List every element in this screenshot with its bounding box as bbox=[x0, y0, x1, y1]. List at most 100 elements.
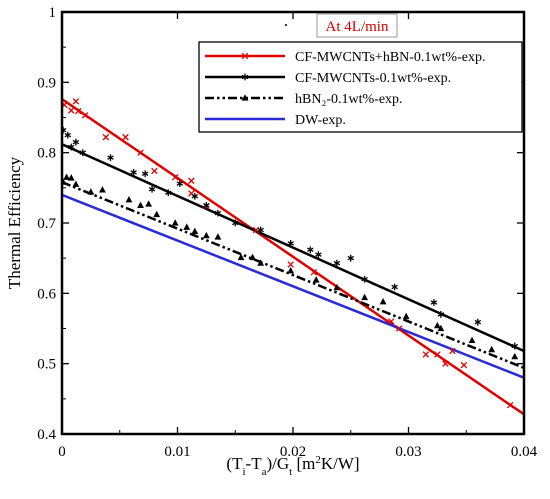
series-1-point bbox=[67, 107, 75, 114]
x-tick-label: 0.02 bbox=[280, 444, 306, 460]
series-2-point bbox=[287, 239, 294, 247]
legend-marker-3 bbox=[241, 94, 249, 101]
series-1-point bbox=[122, 133, 129, 141]
series-3-point bbox=[333, 283, 341, 291]
x-tick-label: 0.04 bbox=[511, 444, 538, 460]
x-axis-title-part: )/G bbox=[266, 454, 289, 473]
axes: 0 0.01 0.02 0.03 0.04 0.4 0.5 0.6 0.7 0.8 0.9 1 Ther… bbox=[5, 5, 538, 478]
series-1-point bbox=[171, 174, 179, 181]
series-1-point bbox=[387, 318, 395, 325]
legend-marker-1 bbox=[241, 52, 249, 60]
series-2-point bbox=[315, 251, 322, 259]
series-2-point bbox=[231, 219, 239, 227]
series-2-point bbox=[107, 154, 114, 161]
legend-label-3: hBN₂-0.1wt%-exp. bbox=[295, 92, 403, 107]
series-3-point bbox=[63, 173, 71, 180]
series-3-point bbox=[145, 200, 153, 207]
series-1-point bbox=[396, 325, 403, 332]
series-1-point bbox=[151, 167, 158, 175]
series-3-point bbox=[214, 233, 222, 240]
series-3-point bbox=[237, 253, 245, 261]
series-2-point bbox=[361, 275, 368, 283]
series-3-point bbox=[191, 227, 199, 235]
x-axis-title-part: -T bbox=[246, 454, 263, 473]
legend-marker-2 bbox=[241, 73, 249, 81]
legend-label-2: CF-MWCNTs-0.1wt%-exp. bbox=[295, 71, 451, 86]
series-3-point bbox=[67, 174, 75, 181]
legend-label-4: DW-exp. bbox=[295, 113, 346, 128]
series-2-point bbox=[176, 180, 184, 188]
series-1-point bbox=[434, 351, 441, 358]
series-1-point bbox=[460, 361, 468, 369]
series-2-point bbox=[214, 209, 222, 217]
x-tick-label: 0 bbox=[58, 444, 66, 460]
y-tick-label: 0.6 bbox=[37, 286, 56, 302]
annotation-text: At 4L/min bbox=[326, 19, 389, 35]
annotation-dot bbox=[285, 24, 287, 26]
x-axis-title-part: (T bbox=[226, 454, 243, 473]
series-3-point bbox=[488, 345, 496, 353]
series-2-point bbox=[64, 131, 72, 139]
legend: CF-MWCNTs+hBN-0.1wt%-exp. CF-MWCNTs-0.1wt… bbox=[198, 41, 523, 133]
series-2-point bbox=[79, 149, 87, 157]
y-tick-label: 1 bbox=[49, 5, 57, 21]
plot-area bbox=[62, 98, 524, 416]
y-tick-label: 0.7 bbox=[37, 216, 56, 232]
series-3-point bbox=[153, 210, 161, 218]
series-1-point bbox=[506, 401, 514, 409]
series-1-point bbox=[74, 107, 82, 115]
x-axis-title-part: a bbox=[262, 466, 267, 478]
series-3-point bbox=[402, 312, 410, 320]
series-3-point bbox=[171, 219, 179, 226]
series-2-point bbox=[257, 226, 264, 234]
series-2-point bbox=[347, 254, 355, 262]
series-2-point bbox=[430, 299, 438, 306]
series-2-point bbox=[391, 283, 398, 291]
y-axis-title: Thermal Efficiency bbox=[5, 156, 24, 289]
series-3-point bbox=[99, 186, 106, 193]
annotation-box bbox=[316, 13, 398, 38]
series-3-point bbox=[249, 253, 256, 261]
series-3-point bbox=[312, 276, 320, 283]
series-3-point bbox=[511, 352, 519, 360]
series-3-point bbox=[287, 267, 295, 274]
series-3-point bbox=[379, 297, 387, 305]
annotation: At 4L/min bbox=[285, 13, 398, 38]
series-3-point bbox=[361, 293, 369, 301]
series-3-point bbox=[437, 324, 445, 332]
legend-label-1: CF-MWCNTs+hBN-0.1wt%-exp. bbox=[295, 50, 485, 65]
series-3-point bbox=[72, 180, 80, 187]
series-2-point bbox=[307, 246, 314, 254]
series-3-point bbox=[137, 201, 144, 209]
series-3-fit-line bbox=[62, 181, 524, 370]
x-axis-title-part: t bbox=[289, 466, 292, 478]
series-2-point bbox=[164, 189, 172, 197]
x-axis-title-part: [m bbox=[292, 454, 315, 473]
x-axis-title-part: i bbox=[242, 466, 245, 478]
x-tick-label: 0.03 bbox=[395, 444, 421, 460]
series-2-point bbox=[437, 311, 445, 318]
series-3-point bbox=[125, 195, 133, 203]
series-3-point bbox=[468, 336, 476, 344]
x-axis-title: (Ti-Ta)/Gt [m2K/W] bbox=[226, 454, 359, 478]
series-2-point bbox=[141, 170, 149, 178]
series-3-point bbox=[202, 231, 210, 239]
series-1-point bbox=[449, 347, 456, 355]
x-tick-label: 0.01 bbox=[164, 444, 190, 460]
series-3-point bbox=[433, 321, 441, 329]
series-1-fit-line bbox=[62, 98, 524, 416]
series-1-point bbox=[422, 351, 430, 358]
series-2-point bbox=[333, 259, 341, 267]
series-1-point bbox=[188, 177, 195, 185]
y-tick-label: 0.4 bbox=[37, 427, 56, 443]
series-2-point bbox=[148, 185, 156, 193]
y-tick-label: 0.9 bbox=[37, 75, 56, 91]
series-2-point bbox=[191, 192, 199, 200]
series-3-point bbox=[183, 223, 191, 230]
x-axis-title-part: K/W] bbox=[321, 454, 360, 473]
y-tick-label: 0.8 bbox=[37, 146, 56, 162]
series-1-point bbox=[137, 149, 144, 156]
series-2-fit-line bbox=[62, 143, 524, 353]
series-4-fit-line bbox=[62, 193, 524, 379]
